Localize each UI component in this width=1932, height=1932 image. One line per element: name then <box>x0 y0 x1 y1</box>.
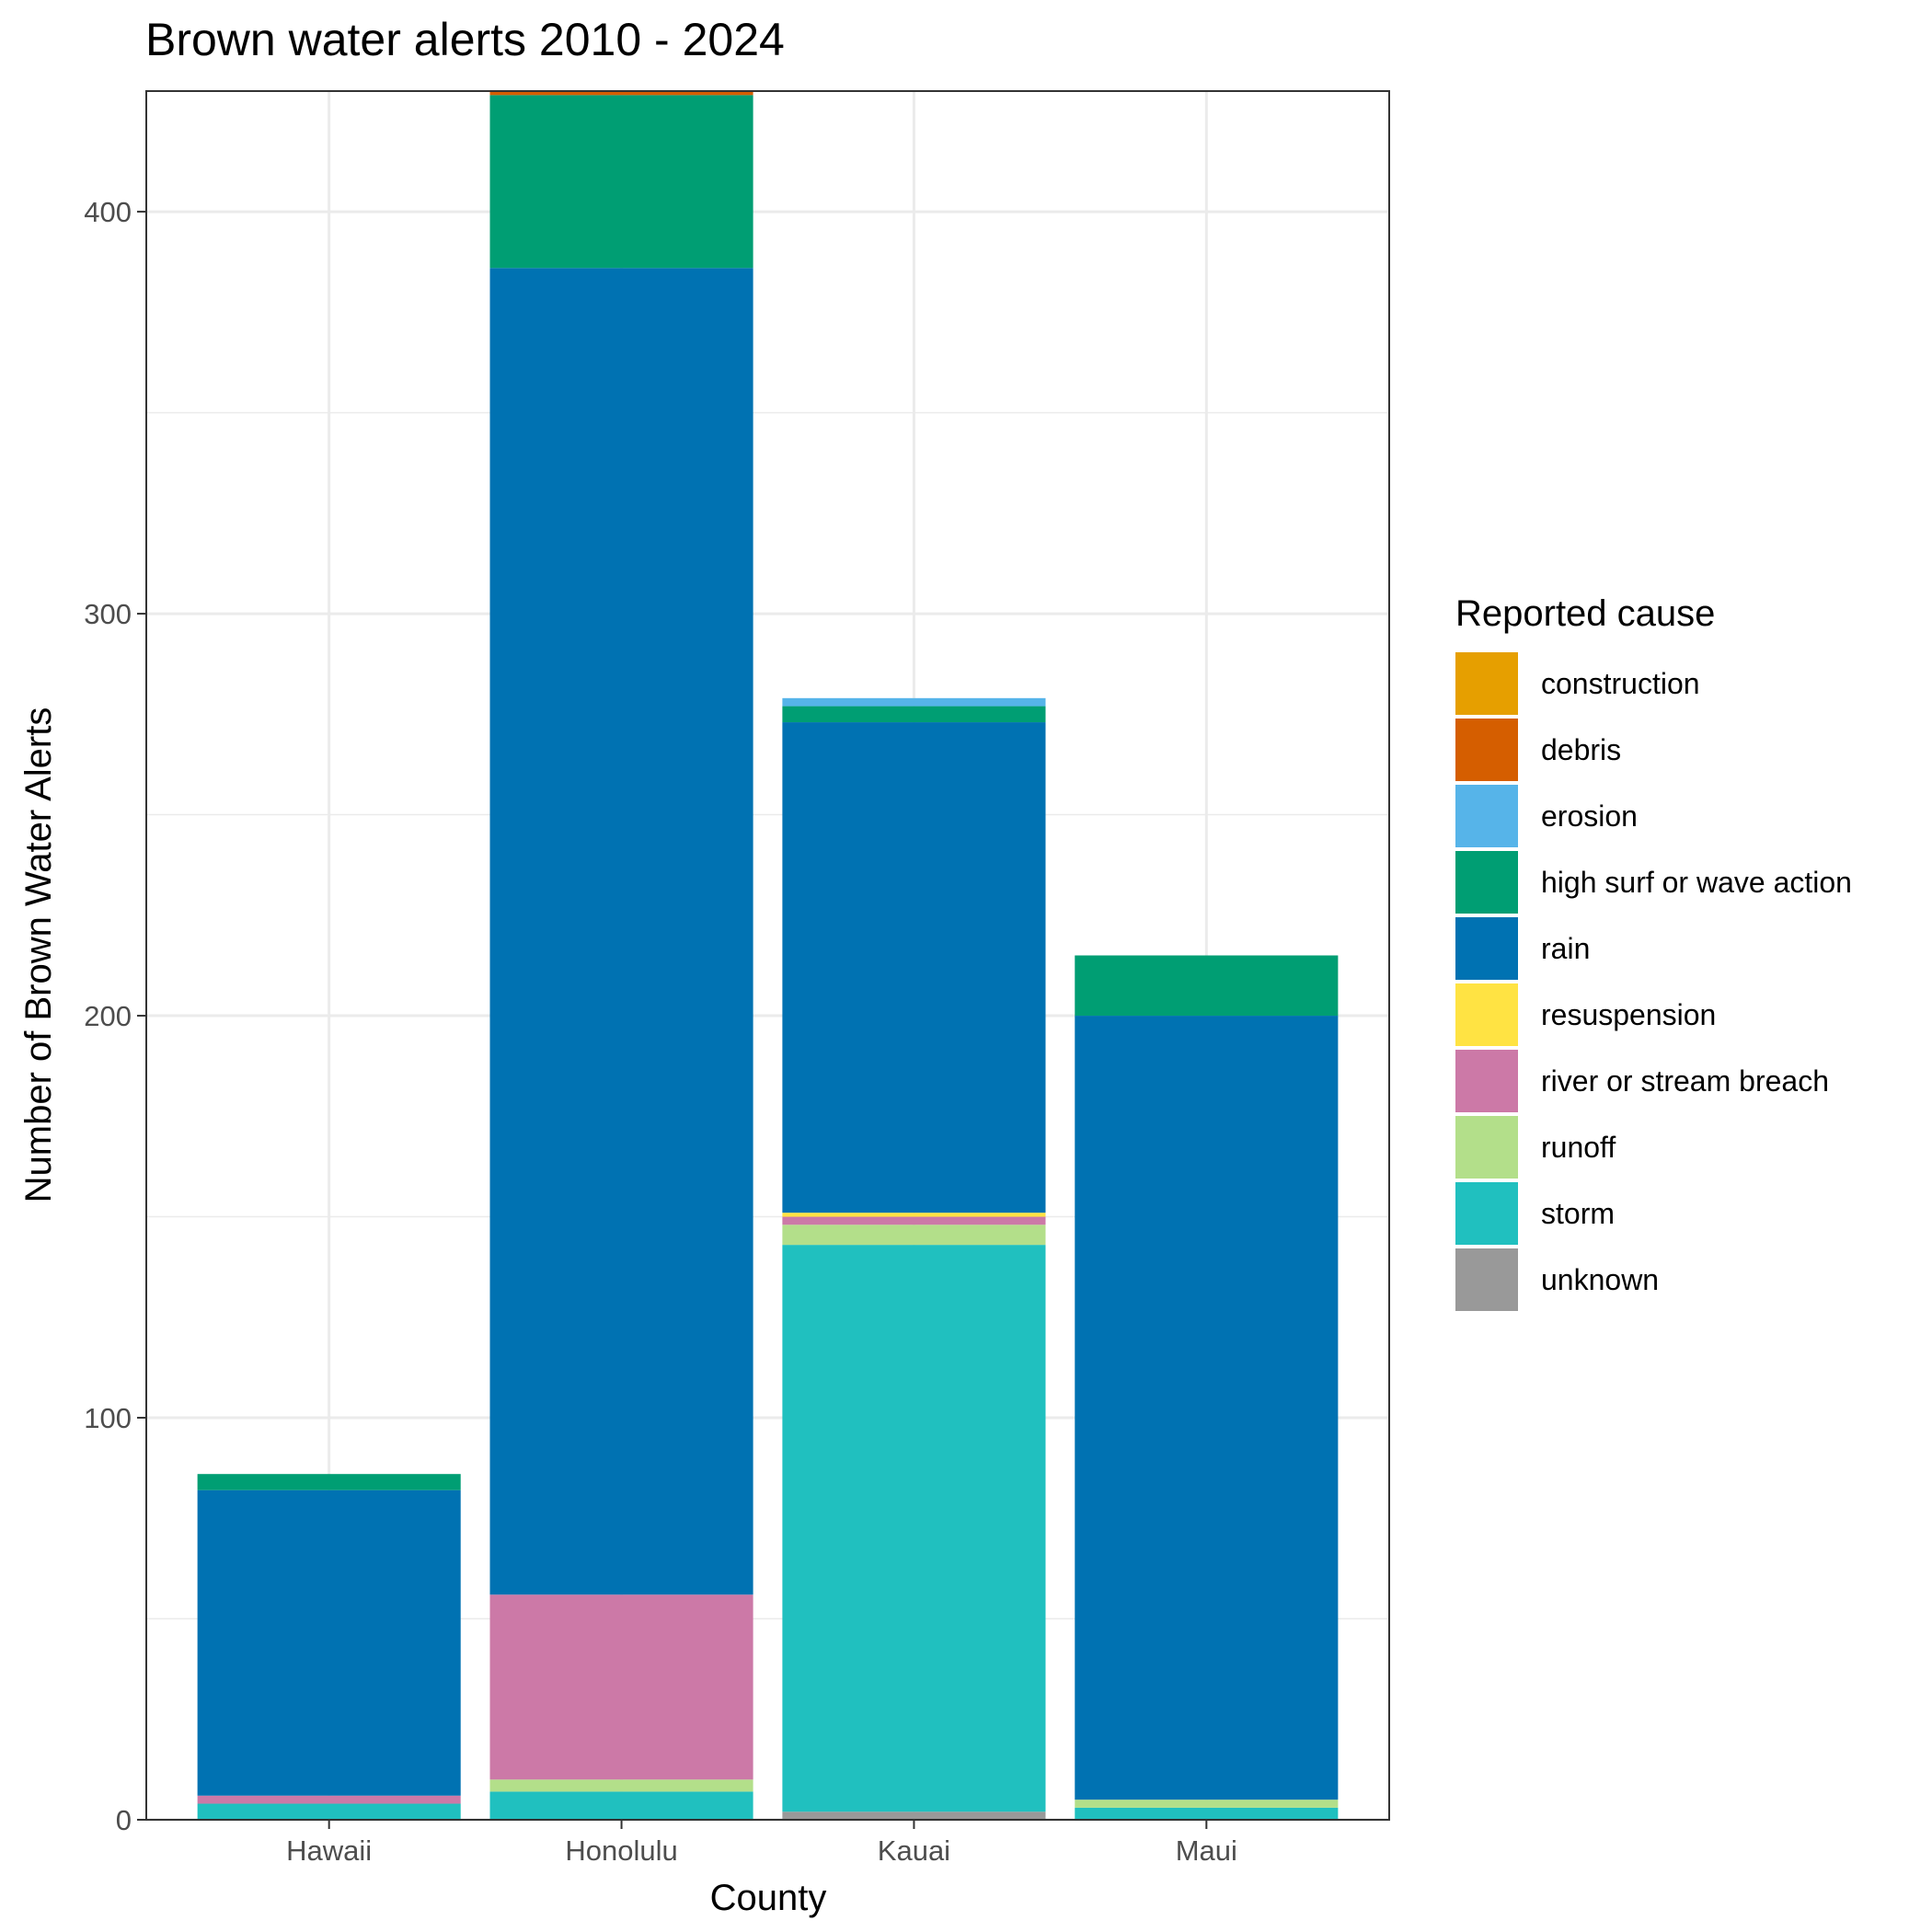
bar-segment-honolulu-rain <box>489 268 753 1595</box>
y-tick-label: 100 <box>84 1402 132 1434</box>
bar-segment-kauai-rain <box>782 722 1046 1213</box>
bar-segment-honolulu-river-or-stream-breach <box>489 1594 753 1780</box>
bar-segment-honolulu-runoff <box>489 1779 753 1792</box>
bar-segment-kauai-unknown <box>782 1811 1046 1820</box>
bar-segment-hawaii-storm <box>197 1803 461 1820</box>
x-tick-label-hawaii: Hawaii <box>286 1834 372 1867</box>
bar-segment-kauai-runoff <box>782 1225 1046 1246</box>
x-tick-label-honolulu: Honolulu <box>565 1834 677 1867</box>
legend-key-debris <box>1455 719 1518 781</box>
bar-segment-kauai-resuspension <box>782 1213 1046 1217</box>
y-tick-label: 400 <box>84 196 132 228</box>
bar-segment-kauai-river-or-stream-breach <box>782 1216 1046 1225</box>
y-tick-label: 200 <box>84 1000 132 1032</box>
x-axis-title: County <box>710 1878 827 1918</box>
legend-key-resuspension <box>1455 983 1518 1046</box>
legend-key-river-or-stream-breach <box>1455 1050 1518 1112</box>
bar-segment-hawaii-river-or-stream-breach <box>197 1795 461 1804</box>
y-axis: 0 100 200 300 400 <box>84 196 146 1836</box>
legend-label: high surf or wave action <box>1541 866 1852 899</box>
y-tick-label: 0 <box>116 1804 132 1836</box>
legend-key-erosion <box>1455 785 1518 847</box>
x-tick-label-maui: Maui <box>1176 1834 1237 1867</box>
x-axis: Hawaii Honolulu Kauai Maui <box>286 1820 1237 1867</box>
legend-label: debris <box>1541 733 1621 766</box>
legend-key-unknown <box>1455 1248 1518 1311</box>
y-tick-label: 300 <box>84 598 132 630</box>
bar-segment-honolulu-storm <box>489 1791 753 1820</box>
legend-key-storm <box>1455 1182 1518 1245</box>
legend-key-runoff <box>1455 1116 1518 1179</box>
legend-label: unknown <box>1541 1263 1659 1296</box>
bar-segment-kauai-storm <box>782 1245 1046 1812</box>
bar-segment-honolulu-high-surf-or-wave-action <box>489 95 753 269</box>
legend-key-rain <box>1455 917 1518 980</box>
legend-label: runoff <box>1541 1131 1616 1164</box>
legend-key-high-surf-or-wave-action <box>1455 851 1518 914</box>
bar-segment-maui-rain <box>1075 1016 1339 1800</box>
bar-segment-hawaii-rain <box>197 1489 461 1796</box>
bar-segment-honolulu-debris <box>489 91 753 96</box>
x-tick-label-kauai: Kauai <box>878 1834 950 1867</box>
y-axis-title: Number of Brown Water Alerts <box>18 707 59 1203</box>
bar-segment-maui-high-surf-or-wave-action <box>1075 955 1339 1017</box>
legend-label: construction <box>1541 667 1700 700</box>
bar-segment-hawaii-high-surf-or-wave-action <box>197 1474 461 1490</box>
bar-segment-kauai-high-surf-or-wave-action <box>782 706 1046 723</box>
bar-segment-maui-runoff <box>1075 1800 1339 1808</box>
bar-segment-maui-storm <box>1075 1807 1339 1820</box>
legend-label: storm <box>1541 1197 1615 1230</box>
chart-title: Brown water alerts 2010 - 2024 <box>145 14 785 65</box>
legend: Reported cause construction debris erosion… <box>1455 593 1852 1311</box>
legend-label: rain <box>1541 932 1590 965</box>
legend-label: resuspension <box>1541 998 1716 1031</box>
bars <box>197 91 1339 1820</box>
legend-label: erosion <box>1541 799 1638 833</box>
plot-border <box>145 90 1390 1821</box>
legend-title: Reported cause <box>1455 593 1715 634</box>
legend-key-construction <box>1455 652 1518 715</box>
bar-segment-kauai-erosion <box>782 697 1046 707</box>
legend-label: river or stream breach <box>1541 1064 1829 1098</box>
